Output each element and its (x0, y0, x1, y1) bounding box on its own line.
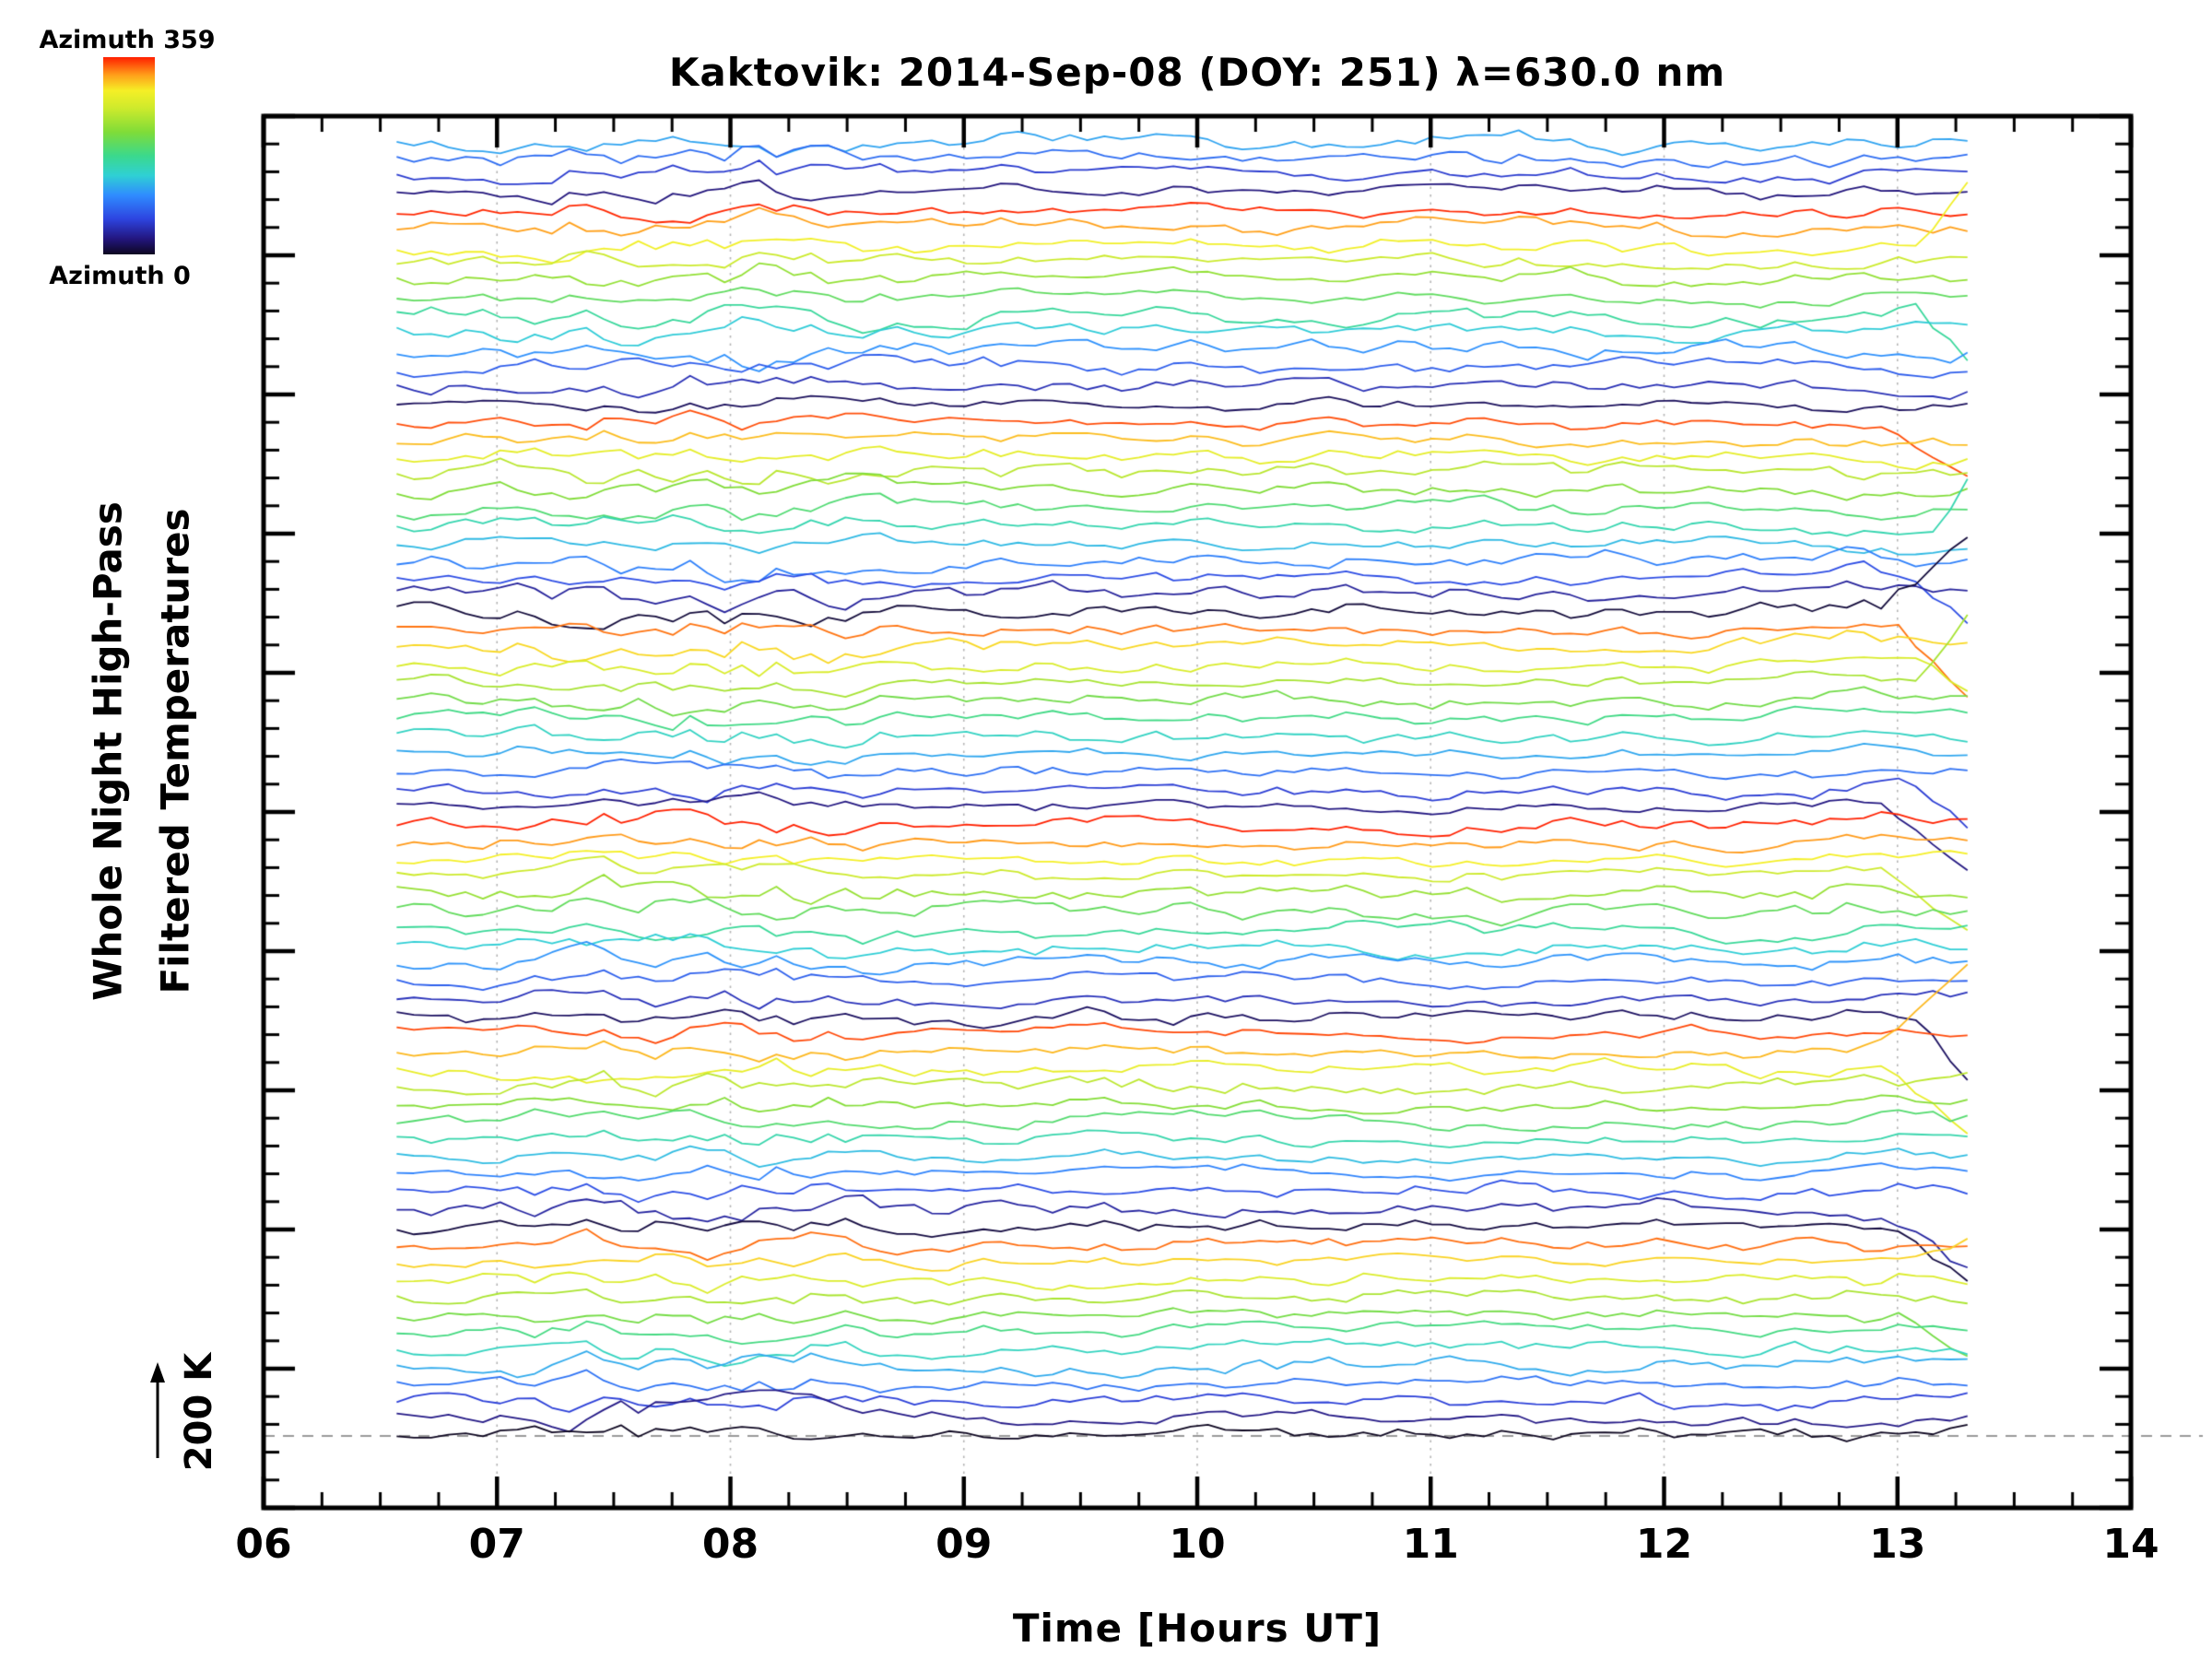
colorbar-label-top: Azimuth 359 (39, 26, 216, 54)
x-tick-label-10: 10 (1169, 1521, 1226, 1568)
x-tick-label-09: 09 (935, 1521, 993, 1568)
x-tick-label-14: 14 (2102, 1521, 2159, 1568)
scale-arrow-icon (150, 1362, 165, 1458)
x-tick-label-07: 07 (468, 1521, 525, 1568)
x-tick-label-08: 08 (701, 1521, 759, 1568)
colorbar-label-bottom: Azimuth 0 (49, 262, 191, 290)
x-tick-label-13: 13 (1869, 1521, 1926, 1568)
x-tick-label-12: 12 (1635, 1521, 1693, 1568)
chart-title: Kaktovik: 2014-Sep-08 (DOY: 251) λ=630.0… (668, 50, 1726, 95)
scale-bar-label: 200 K (178, 1352, 220, 1472)
x-tick-label-11: 11 (1402, 1521, 1459, 1568)
y-axis-label-line1: Whole Night High-Pass (85, 501, 131, 1001)
x-axis-title: Time [Hours UT] (1012, 1606, 1382, 1651)
azimuth-colorbar (103, 57, 155, 254)
y-axis-label-line2: Filtered Temperatures (152, 508, 198, 994)
x-tick-label-06: 06 (235, 1521, 292, 1568)
